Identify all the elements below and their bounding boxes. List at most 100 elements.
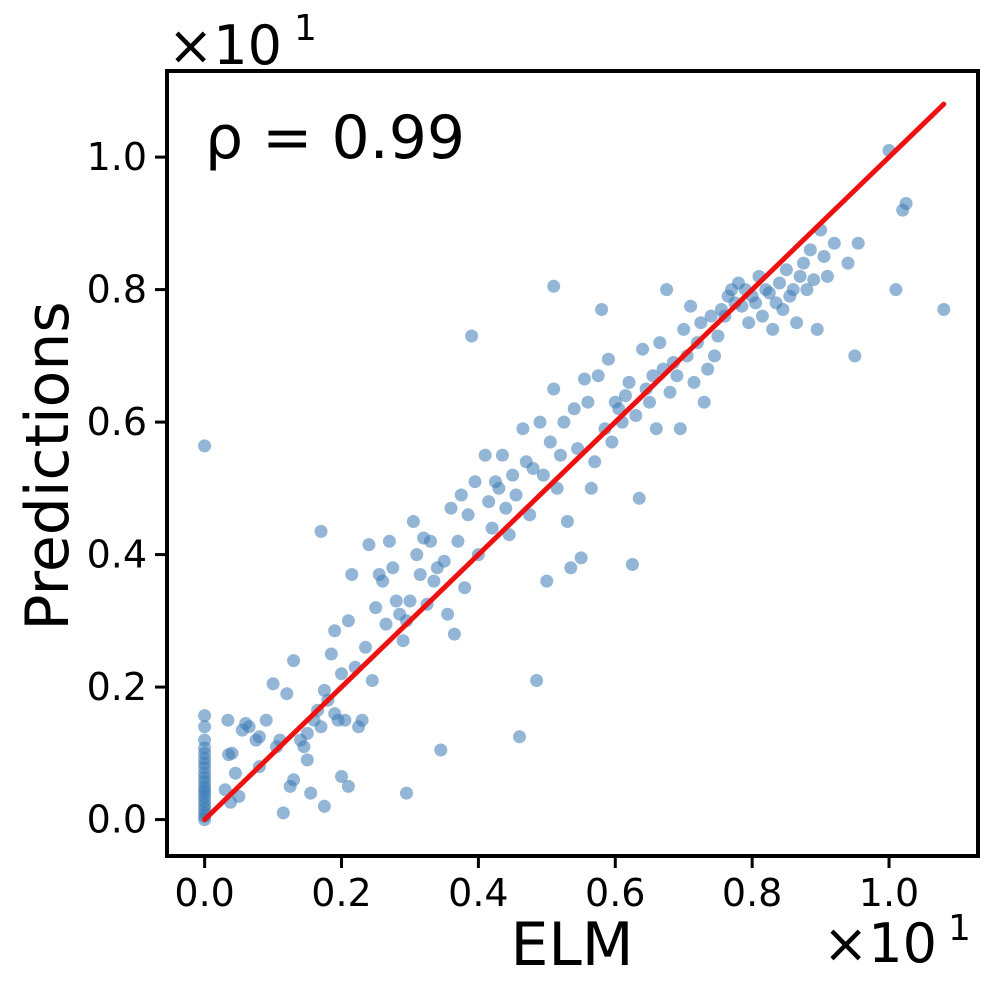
y-tick-label: 1.0 [87, 135, 147, 179]
data-point [697, 395, 711, 409]
data-point [328, 624, 342, 638]
data-point [287, 654, 301, 668]
data-point [465, 329, 479, 343]
data-point [578, 372, 591, 386]
data-point [355, 713, 369, 727]
y-axis-label: Predictions [13, 301, 83, 630]
data-point [434, 743, 448, 757]
data-point [492, 481, 506, 495]
data-point [581, 395, 595, 409]
data-point [547, 279, 561, 293]
data-point [571, 442, 585, 456]
data-point [369, 601, 383, 615]
data-point [276, 806, 290, 820]
data-point [663, 385, 677, 399]
data-point [198, 709, 212, 723]
data-point [314, 720, 328, 734]
data-point [646, 369, 660, 383]
data-point [437, 554, 451, 568]
data-point [889, 283, 903, 297]
svg-text:×10: ×10 [823, 912, 937, 975]
data-point [749, 296, 763, 310]
data-point [482, 495, 496, 509]
data-point [625, 558, 639, 571]
data-point [820, 269, 834, 283]
data-point [485, 521, 499, 535]
data-point [687, 375, 701, 389]
data-point [677, 322, 691, 336]
data-point [793, 269, 807, 283]
data-point [557, 415, 571, 429]
data-point [297, 740, 311, 754]
data-point [636, 342, 650, 356]
data-point [584, 481, 598, 495]
data-point [673, 422, 687, 436]
data-point [362, 538, 376, 552]
data-point [670, 369, 684, 383]
data-point [376, 574, 390, 588]
data-point [526, 462, 540, 475]
data-point [221, 713, 235, 727]
data-point [762, 286, 776, 300]
y-offset-text: ×10 1 [168, 8, 317, 77]
data-point [266, 677, 280, 691]
data-point [259, 713, 273, 727]
data-point [701, 362, 715, 376]
data-point [198, 720, 212, 734]
data-point [827, 236, 841, 250]
data-point [495, 448, 509, 462]
data-point [605, 435, 619, 449]
x-tick-label: 0.6 [585, 871, 645, 915]
data-point [536, 468, 550, 482]
data-point [619, 389, 632, 403]
data-point [506, 468, 520, 482]
data-point [755, 309, 769, 323]
data-point [382, 534, 396, 548]
data-point [649, 422, 663, 436]
data-point [252, 730, 266, 744]
data-point [708, 349, 721, 363]
annotation-rho: ρ = 0.99 [205, 103, 465, 173]
data-point [817, 250, 831, 263]
data-point [451, 534, 465, 548]
data-point [478, 448, 492, 462]
data-point [588, 455, 602, 469]
points-layer [198, 144, 951, 827]
data-point [403, 594, 417, 608]
data-point [564, 561, 578, 575]
data-point [458, 581, 472, 595]
data-point [612, 402, 626, 416]
data-point [807, 273, 821, 287]
data-point [502, 528, 516, 542]
data-point [766, 322, 780, 336]
y-tick-label: 0.0 [87, 798, 147, 842]
data-point [591, 369, 605, 383]
data-point [335, 667, 348, 681]
data-point [595, 303, 609, 316]
data-point [410, 548, 424, 562]
x-tick-label: 0.2 [311, 871, 371, 915]
data-point [550, 481, 564, 495]
data-point [441, 607, 455, 621]
data-point [786, 283, 800, 297]
y-tick-label: 0.4 [87, 533, 147, 577]
data-point [461, 508, 475, 522]
data-point [341, 614, 355, 628]
data-point [540, 574, 554, 588]
data-point [660, 283, 674, 297]
data-point [389, 594, 403, 608]
data-point [444, 501, 458, 515]
y-axis-ticks: 0.0 0.2 0.4 0.6 0.8 1.0 [87, 135, 167, 842]
svg-text:1: 1 [294, 8, 317, 49]
data-point [643, 395, 656, 409]
data-point [742, 316, 756, 330]
data-point [228, 766, 242, 780]
data-point [773, 276, 786, 290]
data-point [345, 568, 359, 581]
x-axis-label: ELM [510, 910, 633, 980]
data-point [800, 283, 814, 297]
data-point [851, 236, 865, 250]
data-point [396, 634, 410, 648]
data-point [547, 382, 561, 396]
